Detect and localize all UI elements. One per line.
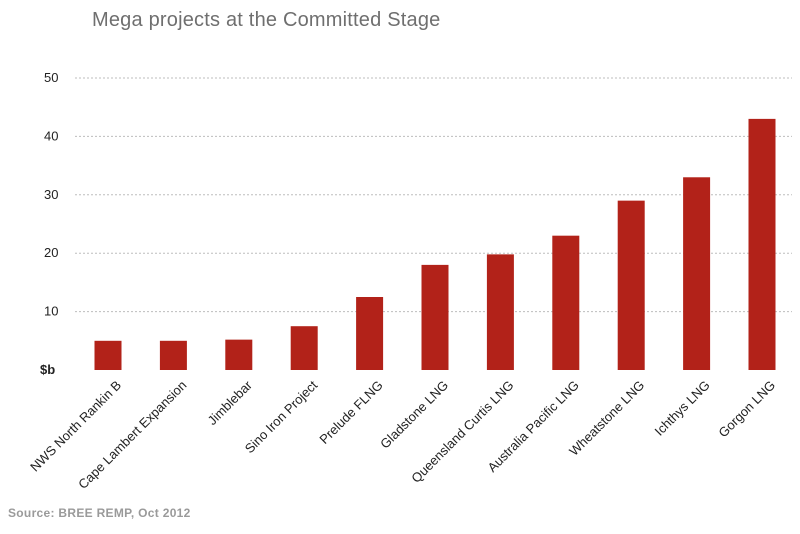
bar: [683, 177, 711, 370]
x-category-label: Prelude FLNG: [316, 378, 385, 447]
y-axis-ticks: 10 20 30 40 50: [44, 70, 58, 319]
bar: [225, 339, 253, 370]
x-category-label: Gladstone LNG: [377, 378, 451, 452]
grid-lines: [75, 77, 792, 313]
y-tick-label: 30: [44, 187, 58, 202]
bar: [356, 297, 384, 370]
chart-title: Mega projects at the Committed Stage: [92, 9, 441, 31]
y-axis-label: $b: [40, 362, 55, 377]
y-tick-label: 20: [44, 245, 58, 260]
bar: [552, 235, 580, 370]
x-category-label: Gorgon LNG: [715, 378, 778, 441]
source-note: Source: BREE REMP, Oct 2012: [8, 506, 191, 520]
bar: [421, 264, 449, 370]
bar: [486, 254, 514, 370]
x-category-label: Ichthys LNG: [652, 378, 713, 439]
bar: [94, 340, 122, 370]
bar: [290, 326, 318, 370]
bar: [617, 200, 645, 370]
y-tick-label: 50: [44, 70, 58, 85]
bars: [94, 118, 776, 370]
x-category-label: Cape Lambert Expansion: [75, 378, 189, 492]
y-tick-label: 40: [44, 128, 58, 143]
y-tick-label: 10: [44, 304, 58, 319]
bar: [748, 118, 776, 370]
bar: [159, 340, 187, 370]
x-category-label: Jimblebar: [204, 377, 255, 428]
